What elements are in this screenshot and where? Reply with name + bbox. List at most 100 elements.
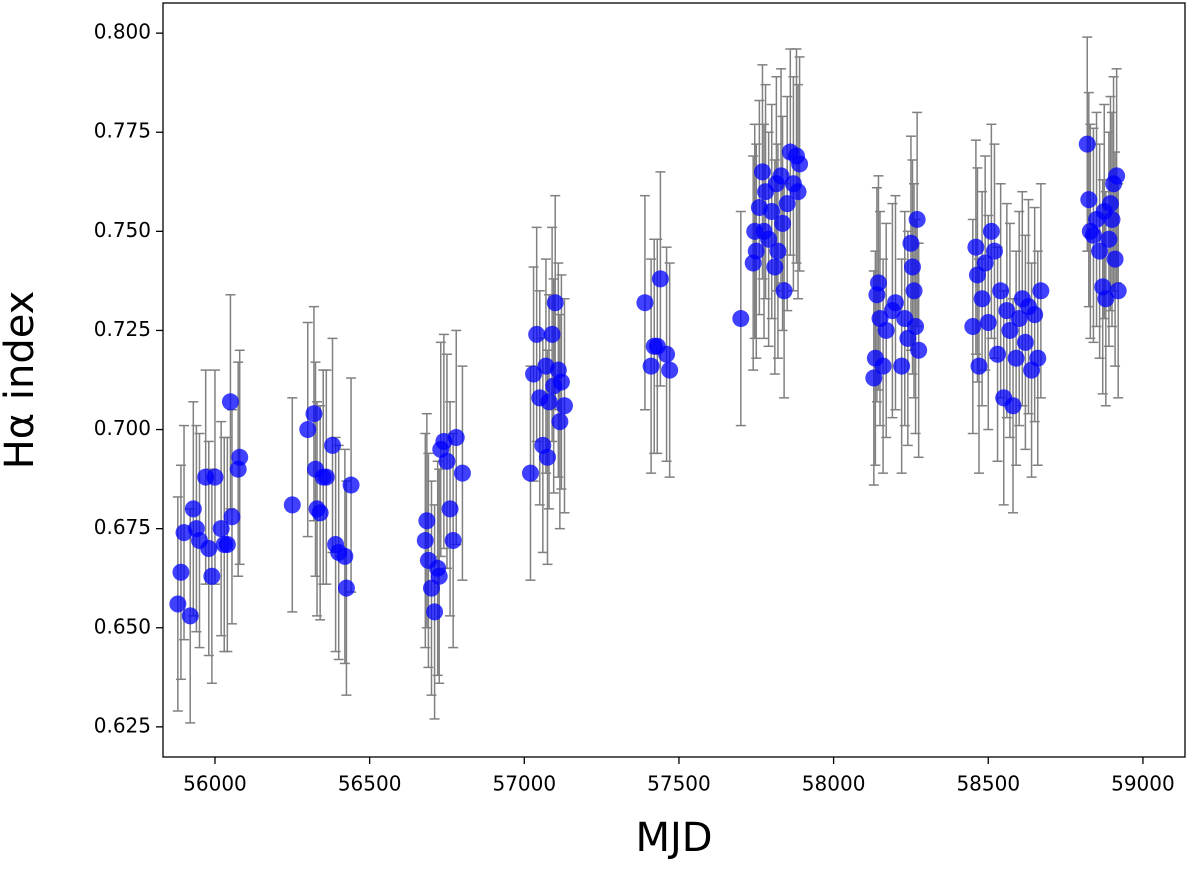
data-point <box>1007 349 1025 367</box>
data-point <box>447 428 465 446</box>
data-point <box>877 321 895 339</box>
data-point <box>907 317 925 335</box>
data-point <box>908 210 926 228</box>
data-point <box>964 317 982 335</box>
data-point <box>976 254 994 272</box>
data-point <box>538 448 556 466</box>
data-point <box>651 270 669 288</box>
data-point <box>444 532 462 550</box>
data-point <box>658 345 676 363</box>
x-tick-label: 57500 <box>647 772 711 796</box>
data-point <box>778 195 796 213</box>
data-point <box>973 290 991 308</box>
data-point <box>979 314 997 332</box>
data-point <box>661 361 679 379</box>
data-point <box>874 357 892 375</box>
data-point <box>203 567 221 585</box>
data-point <box>732 310 750 328</box>
data-point <box>223 508 241 526</box>
data-point <box>1016 333 1034 351</box>
data-point <box>212 520 230 538</box>
data-point <box>184 500 202 518</box>
data-point <box>438 452 456 470</box>
y-tick-label: 0.725 <box>94 317 151 341</box>
data-point <box>775 282 793 300</box>
data-point <box>774 214 792 232</box>
y-axis-label: Hα index <box>0 291 43 470</box>
data-point <box>181 607 199 625</box>
data-point <box>1078 135 1096 153</box>
data-point <box>1101 195 1119 213</box>
data-point <box>1109 282 1127 300</box>
x-tick-label: 58000 <box>802 772 866 796</box>
data-point <box>1084 226 1102 244</box>
x-tick-label: 58500 <box>956 772 1020 796</box>
data-point <box>221 393 239 411</box>
x-axis-label: MJD <box>635 815 712 861</box>
y-tick-label: 0.700 <box>94 416 151 440</box>
data-point <box>1103 210 1121 228</box>
data-point <box>426 603 444 621</box>
data-point <box>1091 242 1109 260</box>
data-point <box>760 230 778 248</box>
data-point <box>1097 290 1115 308</box>
data-point <box>206 468 224 486</box>
data-point <box>970 357 988 375</box>
data-point <box>556 397 573 415</box>
data-point <box>543 325 561 343</box>
data-point <box>546 294 564 312</box>
data-point <box>865 369 883 387</box>
y-tick-label: 0.800 <box>94 20 151 44</box>
data-point <box>766 258 784 276</box>
data-point <box>998 302 1016 320</box>
data-point <box>905 282 923 300</box>
data-point <box>200 539 218 557</box>
y-tick-label: 0.675 <box>94 515 151 539</box>
y-tick-label: 0.650 <box>94 614 151 638</box>
data-point <box>218 536 236 554</box>
x-tick-label: 56500 <box>338 772 402 796</box>
data-point <box>902 234 920 252</box>
y-tick-label: 0.750 <box>94 218 151 242</box>
data-point <box>989 345 1007 363</box>
data-point <box>337 579 355 597</box>
data-point <box>869 274 887 292</box>
data-point <box>317 468 335 486</box>
data-point <box>910 341 928 359</box>
data-point <box>525 365 543 383</box>
x-tick-label: 59000 <box>1111 772 1175 796</box>
data-point <box>753 163 771 181</box>
data-point <box>551 413 569 431</box>
data-point <box>893 357 911 375</box>
data-point <box>283 496 301 514</box>
data-point <box>1029 349 1047 367</box>
data-point <box>231 448 249 466</box>
data-point <box>1100 230 1118 248</box>
data-point <box>324 436 342 454</box>
data-point <box>528 325 546 343</box>
data-point <box>1026 306 1044 324</box>
data-point <box>418 512 436 530</box>
data-point <box>172 563 190 581</box>
data-point <box>1080 191 1098 209</box>
data-point <box>1108 167 1126 185</box>
data-point <box>886 294 904 312</box>
data-point <box>1004 397 1022 415</box>
data-point <box>336 547 354 565</box>
data-point <box>453 464 471 482</box>
data-point <box>967 238 985 256</box>
data-point <box>763 203 781 221</box>
y-tick-label: 0.625 <box>94 713 151 737</box>
data-point <box>789 183 807 201</box>
x-tick-label: 56000 <box>183 772 247 796</box>
data-point <box>982 222 1000 240</box>
data-point <box>342 476 360 494</box>
data-point <box>1032 282 1050 300</box>
data-point <box>441 500 459 518</box>
data-point <box>1001 321 1019 339</box>
data-point <box>636 294 654 312</box>
data-point <box>169 595 187 613</box>
data-point <box>416 532 434 550</box>
data-point <box>769 242 787 260</box>
data-point <box>642 357 660 375</box>
